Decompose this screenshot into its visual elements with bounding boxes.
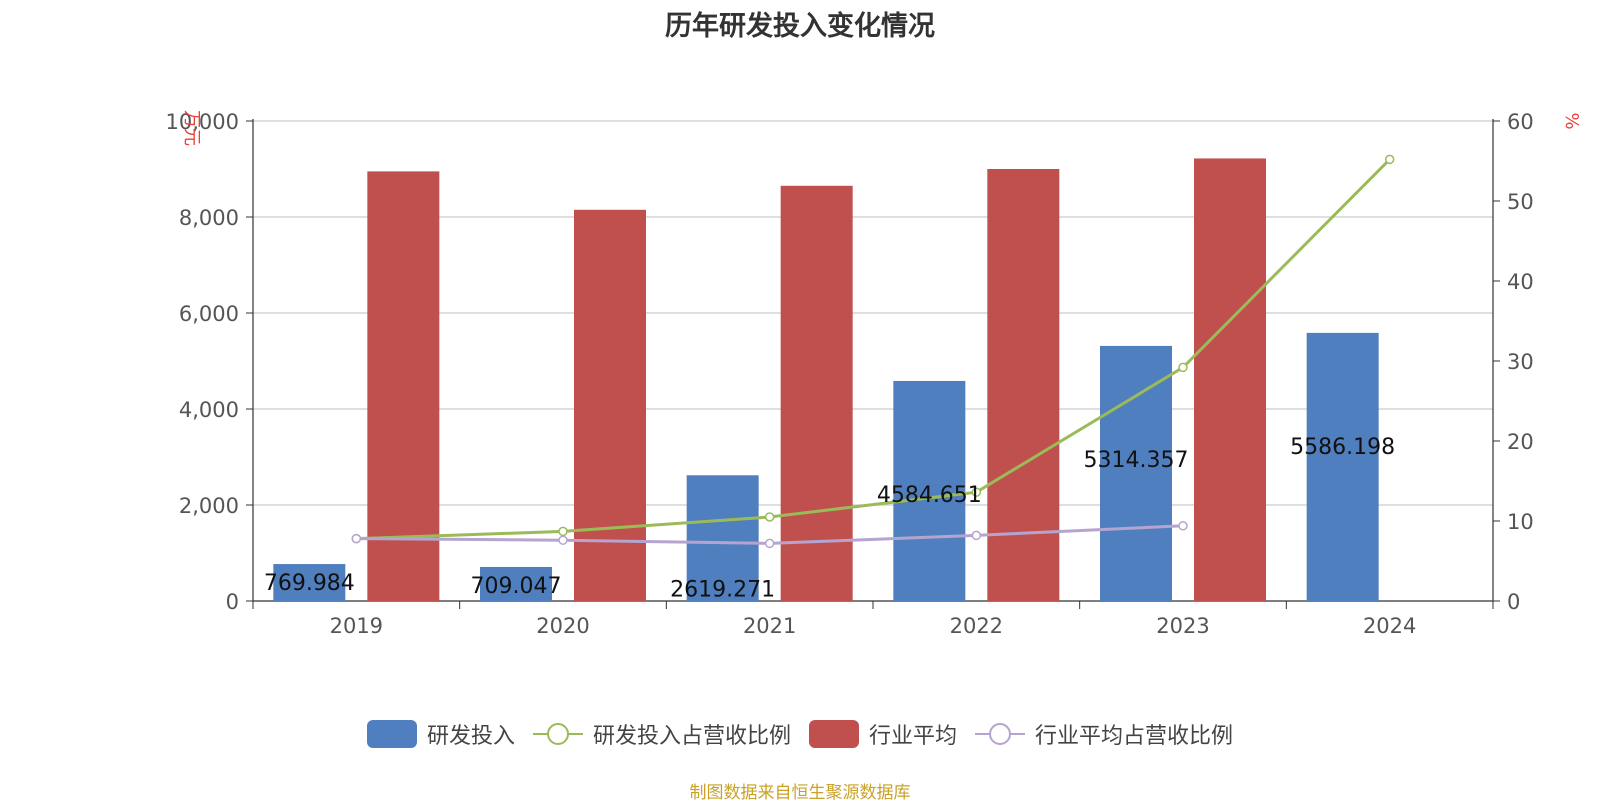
bars [273, 158, 1379, 602]
legend-label-rd-ratio: 研发投入占营收比例 [592, 724, 791, 749]
point-industry-ratio [558, 535, 568, 545]
data-label-rd-investment: 5314.357 [1084, 448, 1189, 473]
grid-lines [253, 120, 1493, 506]
chart-title: 历年研发投入变化情况 [665, 11, 935, 42]
legend-swatch-industry-ratio [975, 723, 1026, 745]
right-axis-tick-label: 40 [1507, 270, 1534, 294]
right-axis-tick-label: 0 [1507, 590, 1520, 614]
bar-industry-average [367, 171, 440, 601]
right-axis-unit: % [1561, 112, 1582, 129]
data-label-rd-investment: 709.047 [471, 574, 562, 599]
point-rd-ratio [764, 512, 775, 522]
x-axis-tick-label: 2022 [950, 614, 1003, 638]
legend-item-rd-ratio[interactable]: 研发投入占营收比例 [532, 718, 791, 750]
data-label-rd-investment: 4584.651 [877, 483, 982, 508]
point-industry-ratio [351, 533, 362, 544]
legend-item-rd-investment[interactable]: 研发投入 [366, 718, 515, 750]
x-axis-tick-label: 2020 [536, 614, 589, 638]
data-label-rd-investment: 2619.271 [670, 577, 775, 602]
bar-rd-investment [1100, 345, 1172, 601]
legend-swatch-rd-ratio [532, 723, 583, 745]
data-label-rd-investment: 5586.198 [1290, 435, 1395, 460]
right-axis-tick-label: 10 [1507, 510, 1534, 534]
right-axis-tick-label: 20 [1507, 430, 1534, 454]
bar-rd-investment [273, 564, 346, 601]
legend-label-industry-ratio: 行业平均占营收比例 [1035, 724, 1234, 749]
left-axis-tick-label: 0 [226, 590, 239, 614]
left-axis-tick-label: 4,000 [179, 398, 239, 422]
source-note: 制图数据来自恒生聚源数据库 [689, 783, 911, 803]
axes: 0 2,000 4,000 6,000 8,000 10,000 0 10 20 30 40 50 60… [166, 110, 1582, 638]
point-rd-ratio [1178, 362, 1188, 373]
bar-rd-investment [893, 380, 966, 601]
lines [351, 154, 1395, 549]
point-industry-ratio [971, 530, 982, 541]
data-labels: 769.984 709.047 2619.271 4584.651 5314.357 55… [264, 435, 1395, 602]
legend-label-rd-investment: 研发投入 [426, 724, 515, 749]
chart-plot: 0 2,000 4,000 6,000 8,000 10,000 0 10 20 30 40 50 60… [166, 110, 1582, 638]
legend-label-industry-average: 行业平均 [869, 724, 958, 749]
line-rd-ratio [356, 158, 1391, 541]
bar-industry-average [574, 209, 646, 602]
x-axis-tick-label: 2023 [1156, 614, 1209, 638]
left-axis-unit: 万元 [181, 110, 202, 146]
point-rd-ratio [558, 526, 568, 537]
bar-industry-average [987, 169, 1060, 601]
right-axis-tick-label: 60 [1507, 110, 1534, 134]
left-axis-tick-label: 10,000 [166, 110, 239, 134]
left-axis-tick-label: 8,000 [179, 206, 239, 230]
point-rd-ratio [1384, 154, 1395, 165]
x-axis-tick-label: 2019 [330, 614, 383, 638]
bar-industry-average [1194, 158, 1266, 601]
right-axis-tick-label: 50 [1507, 190, 1534, 214]
bar-rd-investment [686, 475, 759, 601]
x-axis-tick-label: 2021 [743, 614, 796, 638]
bar-rd-investment [1306, 332, 1379, 601]
left-axis-tick-label: 6,000 [179, 302, 239, 326]
legend: 研发投入 研发投入占营收比例 行业平均 行业平均占营收比例 [0, 718, 1600, 750]
legend-item-industry-ratio[interactable]: 行业平均占营收比例 [975, 718, 1233, 750]
right-axis-tick-label: 30 [1507, 350, 1534, 374]
bar-industry-average [780, 185, 853, 602]
x-axis-tick-label: 2024 [1363, 614, 1416, 638]
legend-swatch-rd-investment [366, 720, 417, 748]
legend-item-industry-average[interactable]: 行业平均 [809, 718, 957, 750]
bar-rd-investment [480, 566, 552, 601]
point-industry-ratio [1178, 521, 1188, 531]
data-label-rd-investment: 769.984 [264, 571, 355, 596]
point-rd-ratio [971, 487, 982, 497]
left-axis-tick-label: 2,000 [179, 494, 239, 518]
point-industry-ratio [764, 538, 775, 549]
legend-swatch-industry-average [809, 720, 859, 748]
